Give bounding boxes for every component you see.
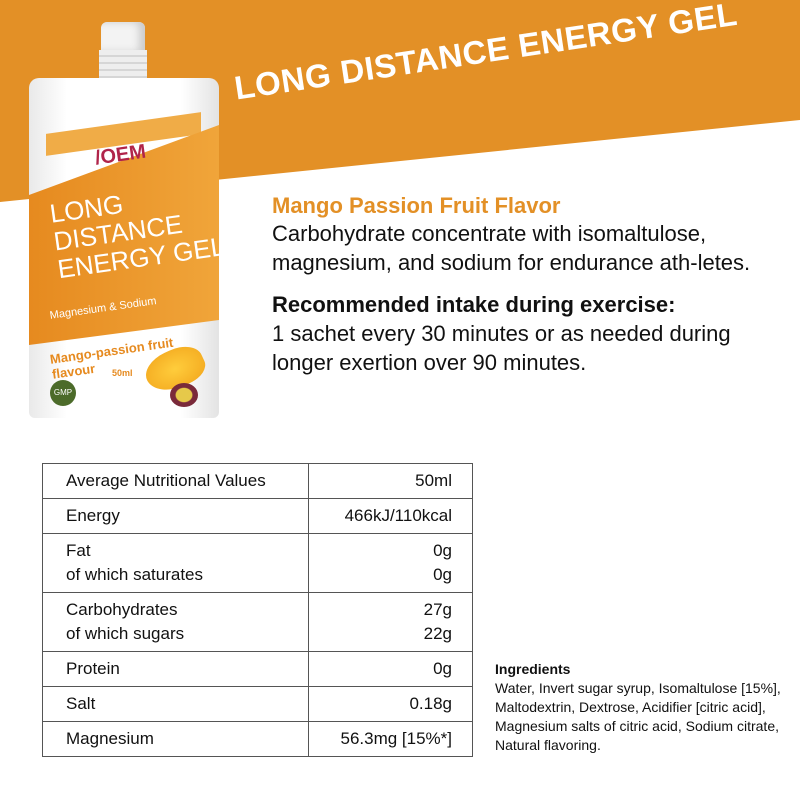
passion-fruit-icon xyxy=(170,383,198,407)
label-main: Fat xyxy=(66,541,91,560)
row-label: Salt xyxy=(42,686,309,722)
row-value: 27g 22g xyxy=(308,592,473,652)
row-value: 0.18g xyxy=(308,686,473,722)
intake-heading: Recommended intake during exercise: xyxy=(272,292,676,317)
table-header-row: Average Nutritional Values 50ml xyxy=(42,463,473,499)
value-main: 27g xyxy=(423,600,452,619)
label-main: Carbohydrates xyxy=(66,600,178,619)
pouch-volume: 50ml xyxy=(112,368,133,378)
table-row: Carbohydrates of which sugars 27g 22g xyxy=(42,592,473,652)
row-value: 56.3mg [15%*] xyxy=(308,721,473,757)
row-label: Fat of which saturates xyxy=(42,533,309,593)
row-label: Protein xyxy=(42,651,309,687)
description: Carbohydrate concentrate with isomaltulo… xyxy=(272,221,751,275)
table-row: Salt 0.18g xyxy=(42,686,473,722)
row-label: Magnesium xyxy=(42,721,309,757)
ingredients-heading: Ingredients xyxy=(495,661,571,677)
row-value: 0g 0g xyxy=(308,533,473,593)
intake-text: 1 sachet every 30 minutes or as needed d… xyxy=(272,321,731,375)
pouch-body: /OEM LONG DISTANCE ENERGY GEL Magnesium … xyxy=(29,78,219,418)
nutrition-table: Average Nutritional Values 50ml Energy 4… xyxy=(42,463,473,757)
flavor-heading: Mango Passion Fruit Flavor xyxy=(272,193,561,218)
label-sub: of which sugars xyxy=(66,624,185,643)
product-pouch-image: /OEM LONG DISTANCE ENERGY GEL Magnesium … xyxy=(29,22,219,422)
value-main: 0g xyxy=(433,541,452,560)
row-label: Carbohydrates of which sugars xyxy=(42,592,309,652)
label-sub: of which saturates xyxy=(66,565,204,584)
row-value: 0g xyxy=(308,651,473,687)
row-label: Energy xyxy=(42,498,309,534)
ingredients: Ingredients Water, Invert sugar syrup, I… xyxy=(495,660,785,755)
table-row: Fat of which saturates 0g 0g xyxy=(42,533,473,593)
product-info: Mango Passion Fruit Flavor Carbohydrate … xyxy=(272,193,782,377)
value-sub: 22g xyxy=(423,624,452,643)
header-label: Average Nutritional Values xyxy=(42,463,309,499)
row-value: 466kJ/110kcal xyxy=(308,498,473,534)
value-sub: 0g xyxy=(433,565,452,584)
table-row: Magnesium 56.3mg [15%*] xyxy=(42,721,473,757)
gmp-badge-icon: GMP xyxy=(50,380,76,406)
table-row: Energy 466kJ/110kcal xyxy=(42,498,473,534)
pouch-cap xyxy=(101,22,145,52)
ingredients-text: Water, Invert sugar syrup, Isomaltulose … xyxy=(495,680,781,753)
header-value: 50ml xyxy=(308,463,473,499)
pouch-neck xyxy=(99,50,147,78)
table-row: Protein 0g xyxy=(42,651,473,687)
